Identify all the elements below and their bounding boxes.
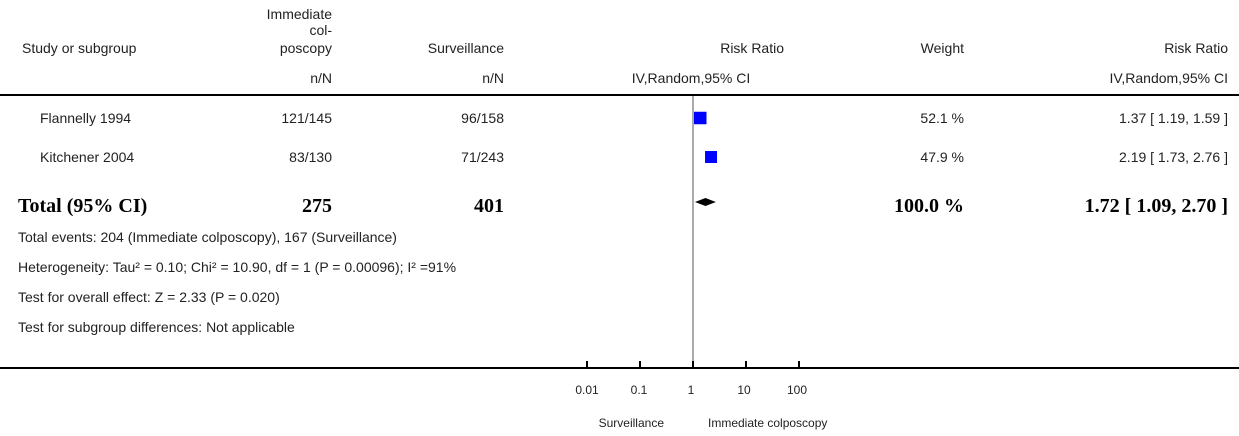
total-exp: 275 xyxy=(302,195,332,217)
study-name-flannelly: Flannelly 1994 xyxy=(40,110,132,126)
note-events: Total events: 204 (Immediate colposcopy)… xyxy=(18,229,397,245)
header-exp-line3: poscopy xyxy=(279,40,332,56)
study-weight-kitchener: 47.9 % xyxy=(920,149,964,165)
axis-left-label: Surveillance xyxy=(598,416,664,430)
total-ci: 1.72 [ 1.09, 2.70 ] xyxy=(1084,195,1228,217)
axis-right-label: Immediate colposcopy xyxy=(708,416,828,430)
total-label: Total (95% CI) xyxy=(18,195,148,217)
bottom-divider xyxy=(0,367,1239,369)
study-weight-flannelly: 52.1 % xyxy=(920,110,964,126)
study-marker-1 xyxy=(705,151,718,163)
study-exp-flannelly: 121/145 xyxy=(281,110,332,126)
axis-tick-label-3: 10 xyxy=(737,383,751,397)
header-plot-method: IV,Random,95% CI xyxy=(631,70,751,86)
axis-tick-label-0: 0.01 xyxy=(575,383,599,397)
study-name-kitchener: Kitchener 2004 xyxy=(40,149,135,165)
header-weight: Weight xyxy=(920,40,964,56)
header-plot-title: Risk Ratio xyxy=(720,40,784,56)
header-effect-title: Risk Ratio xyxy=(1164,40,1228,56)
header-exp-line1: Immediate xyxy=(266,6,332,22)
total-weight: 100.0 % xyxy=(894,195,964,217)
study-ci-flannelly: 1.37 [ 1.19, 1.59 ] xyxy=(1119,110,1228,126)
study-ctrl-kitchener: 71/243 xyxy=(461,149,504,165)
note-overall-effect: Test for overall effect: Z = 2.33 (P = 0… xyxy=(18,289,280,305)
pooled-diamond xyxy=(694,198,716,206)
study-exp-kitchener: 83/130 xyxy=(289,149,332,165)
header-exp-line2: col- xyxy=(309,22,332,38)
study-ctrl-flannelly: 96/158 xyxy=(461,110,504,126)
study-marker-0 xyxy=(693,111,707,125)
axis-tick-label-4: 100 xyxy=(786,383,808,397)
header-exp-unit: n/N xyxy=(310,70,332,86)
header-divider xyxy=(0,94,1239,96)
note-heterogeneity: Heterogeneity: Tau² = 0.10; Chi² = 10.90… xyxy=(18,259,457,275)
total-ctrl: 401 xyxy=(474,195,504,217)
header-ctrl-unit: n/N xyxy=(482,70,504,86)
header-effect-method: IV,Random,95% CI xyxy=(1109,70,1228,86)
header-study: Study or subgroup xyxy=(22,40,137,56)
note-subgroup-differences: Test for subgroup differences: Not appli… xyxy=(18,319,295,335)
axis-tick-label-2: 1 xyxy=(687,383,695,397)
study-ci-kitchener: 2.19 [ 1.73, 2.76 ] xyxy=(1119,149,1228,165)
header-ctrl: Surveillance xyxy=(427,40,504,56)
axis-tick-label-1: 0.1 xyxy=(630,383,648,397)
